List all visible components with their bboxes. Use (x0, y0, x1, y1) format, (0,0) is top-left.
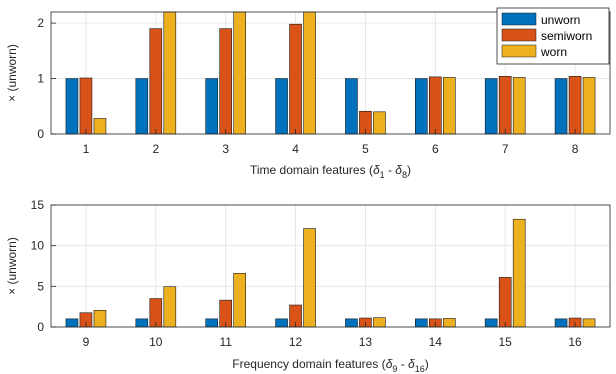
bar-worn-7 (512, 77, 526, 135)
x-tick-label: 7 (502, 142, 509, 156)
y-axis-label: × (unworn) (5, 44, 19, 102)
axes-box (50, 204, 611, 328)
bar-worn-12 (303, 228, 316, 328)
y-tick-label: 10 (31, 239, 45, 253)
bar-semiworn-7 (498, 76, 512, 135)
bar-worn-16 (582, 318, 596, 328)
y-tick-label: 15 (31, 198, 45, 212)
bar-semiworn-8 (568, 76, 582, 135)
bar-unworn-4 (275, 78, 288, 135)
x-tick-label: 12 (289, 335, 303, 349)
legend-label-semiworn: semiworn (541, 29, 592, 43)
x-axis-label: Time domain features (δ1 - δ8) (250, 163, 411, 180)
bar-unworn-2 (135, 78, 149, 135)
legend: unworn semiworn worn (496, 7, 610, 65)
bar-worn-3 (233, 11, 246, 135)
bar-worn-13 (373, 317, 386, 328)
bar-semiworn-4 (289, 23, 302, 135)
x-tick-label: 8 (572, 142, 579, 156)
y-tick-label: 5 (37, 279, 44, 293)
bar-semiworn-15 (498, 277, 512, 328)
bar-worn-6 (443, 77, 456, 135)
y-tick-label: 0 (37, 127, 44, 141)
x-tick-label: 1 (83, 142, 90, 156)
x-tick-label: 10 (149, 335, 163, 349)
x-tick-label: 13 (359, 335, 373, 349)
x-tick-label: 9 (83, 335, 90, 349)
bar-worn-2 (163, 11, 177, 135)
legend-swatch-worn (501, 44, 537, 58)
legend-label-worn: worn (540, 45, 567, 59)
x-tick-label: 2 (152, 142, 159, 156)
x-tick-label: 4 (292, 142, 299, 156)
bar-worn-8 (582, 77, 596, 135)
bar-worn-11 (233, 273, 246, 328)
x-tick-label: 16 (568, 335, 582, 349)
x-tick-label: 14 (429, 335, 443, 349)
bar-worn-14 (443, 318, 456, 328)
bar-semiworn-3 (219, 28, 232, 135)
chart-panel-1: 0 1 2 1 2 3 4 5 6 7 8 × (unworn) Time domain feature… (5, 11, 611, 180)
y-tick-label: 2 (37, 16, 44, 30)
bar-unworn-9 (65, 318, 79, 328)
x-tick-label: 6 (432, 142, 439, 156)
bar-unworn-5 (345, 78, 358, 135)
bar-worn-1 (93, 118, 107, 135)
y-tick-label: 0 (37, 320, 44, 334)
bar-unworn-6 (415, 78, 428, 135)
bar-worn-5 (373, 111, 386, 135)
bar-unworn-8 (554, 78, 568, 135)
legend-swatch-semiworn (501, 28, 537, 42)
bar-semiworn-6 (429, 76, 442, 135)
bar-unworn-12 (275, 318, 288, 328)
x-axis-label: Frequency domain features (δ9 - δ16) (232, 357, 428, 374)
bar-unworn-10 (135, 318, 149, 328)
x-tick-label: 11 (219, 335, 232, 349)
bar-worn-4 (303, 11, 316, 135)
y-tick-label: 1 (37, 72, 44, 86)
axes-box (50, 11, 611, 135)
bar-worn-9 (93, 310, 107, 328)
bar-semiworn-1 (79, 77, 93, 135)
bar-unworn-16 (554, 318, 568, 328)
x-tick-label: 5 (362, 142, 369, 156)
bar-semiworn-2 (149, 28, 163, 135)
bar-unworn-11 (205, 318, 218, 328)
bar-worn-10 (163, 286, 177, 328)
bar-unworn-13 (345, 318, 358, 328)
bar-unworn-1 (65, 78, 79, 135)
x-tick-label: 15 (499, 335, 513, 349)
x-tick-label: 3 (222, 142, 229, 156)
bar-unworn-3 (205, 78, 218, 135)
legend-swatch-unworn (501, 12, 537, 26)
chart-panel-2: 0 5 10 15 9 10 11 12 13 14 15 16 × (unworn) Frequency… (5, 198, 611, 374)
bar-unworn-14 (415, 318, 428, 328)
bar-worn-15 (512, 218, 526, 328)
y-axis-label: × (unworn) (5, 237, 19, 295)
bar-unworn-15 (484, 318, 498, 328)
bar-unworn-7 (484, 78, 498, 135)
legend-label-unworn: unworn (541, 13, 580, 27)
